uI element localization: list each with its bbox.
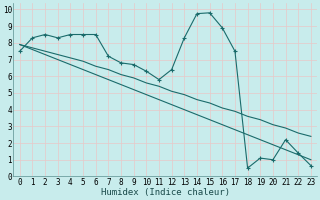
X-axis label: Humidex (Indice chaleur): Humidex (Indice chaleur) — [101, 188, 230, 197]
